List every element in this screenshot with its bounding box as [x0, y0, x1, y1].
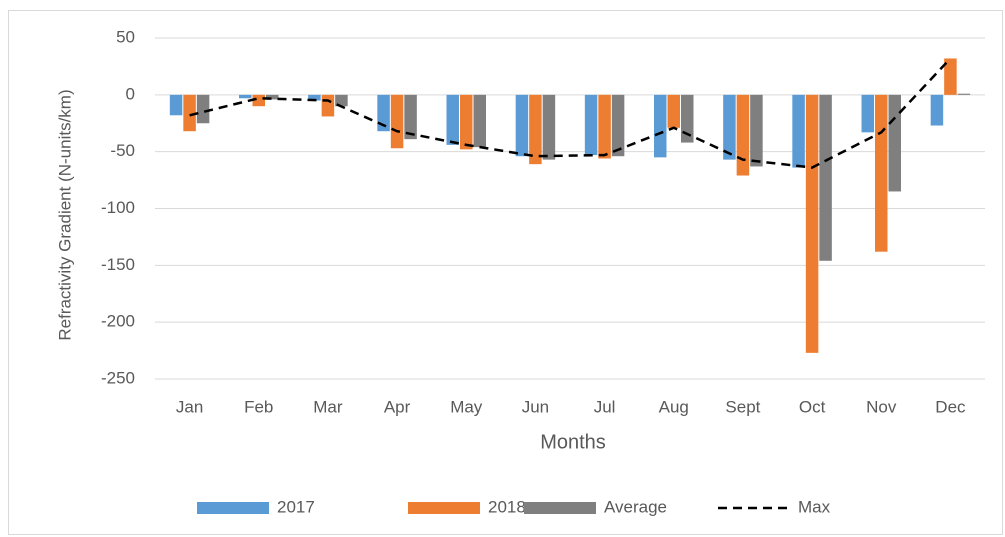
- bar: [542, 94, 556, 160]
- bar: [598, 94, 611, 159]
- x-tick-label: Feb: [244, 397, 273, 416]
- y-axis-title: Refractivity Gradient (N-units/km): [55, 89, 74, 340]
- bar: [335, 94, 348, 107]
- x-tick-label: Aug: [659, 397, 689, 416]
- x-axis-title: Months: [540, 431, 606, 453]
- bar: [390, 94, 404, 149]
- legend-swatch: [524, 502, 596, 514]
- bar: [196, 94, 210, 124]
- legend-label: 2017: [277, 497, 315, 516]
- bar: [667, 94, 680, 128]
- bar: [723, 94, 736, 160]
- bar: [183, 94, 196, 132]
- bar: [819, 94, 832, 261]
- x-tick-label: May: [450, 397, 483, 416]
- bar: [888, 94, 901, 192]
- bar: [377, 94, 390, 132]
- y-tick-label: -200: [101, 312, 135, 331]
- x-tick-label: Dec: [935, 397, 966, 416]
- bar: [308, 94, 321, 101]
- bar: [239, 94, 252, 99]
- bar: [473, 94, 486, 148]
- bar: [460, 94, 473, 150]
- legend-swatch: [408, 502, 480, 514]
- x-tick-label: Nov: [866, 397, 897, 416]
- bar: [681, 94, 694, 143]
- bar: [805, 94, 819, 353]
- x-tick-label: Apr: [384, 397, 411, 416]
- bar: [611, 94, 625, 157]
- x-tick-label: Jun: [522, 397, 549, 416]
- bar: [252, 94, 265, 107]
- bar: [750, 94, 763, 167]
- bar: [944, 58, 957, 95]
- x-tick-label: Jan: [176, 397, 203, 416]
- legend-swatch: [197, 502, 269, 514]
- bar: [792, 94, 805, 168]
- y-tick-label: 0: [126, 84, 135, 103]
- bar: [584, 94, 598, 156]
- bar: [875, 94, 888, 252]
- bar: [266, 94, 279, 100]
- legend-label: Max: [798, 497, 831, 516]
- x-tick-label: Mar: [313, 397, 343, 416]
- y-tick-label: 50: [116, 27, 135, 46]
- bar: [736, 94, 750, 176]
- bar: [861, 94, 874, 133]
- bar: [404, 94, 417, 140]
- bar: [446, 94, 459, 145]
- y-tick-label: -150: [101, 255, 135, 274]
- chart-border: [8, 10, 1003, 535]
- x-tick-label: Oct: [799, 397, 826, 416]
- max-line: [189, 57, 952, 169]
- bar: [957, 93, 971, 95]
- bar: [930, 94, 944, 126]
- bar: [169, 94, 183, 116]
- bar: [529, 94, 542, 165]
- bar: [515, 94, 529, 157]
- bar: [654, 94, 667, 158]
- y-tick-label: -50: [110, 141, 135, 160]
- legend-label: 2018: [488, 497, 526, 516]
- x-tick-label: Sept: [725, 397, 760, 416]
- y-tick-label: -250: [101, 368, 135, 387]
- legend-label: Average: [604, 497, 667, 516]
- bar: [321, 94, 335, 117]
- x-tick-label: Jul: [594, 397, 616, 416]
- y-tick-label: -100: [101, 198, 135, 217]
